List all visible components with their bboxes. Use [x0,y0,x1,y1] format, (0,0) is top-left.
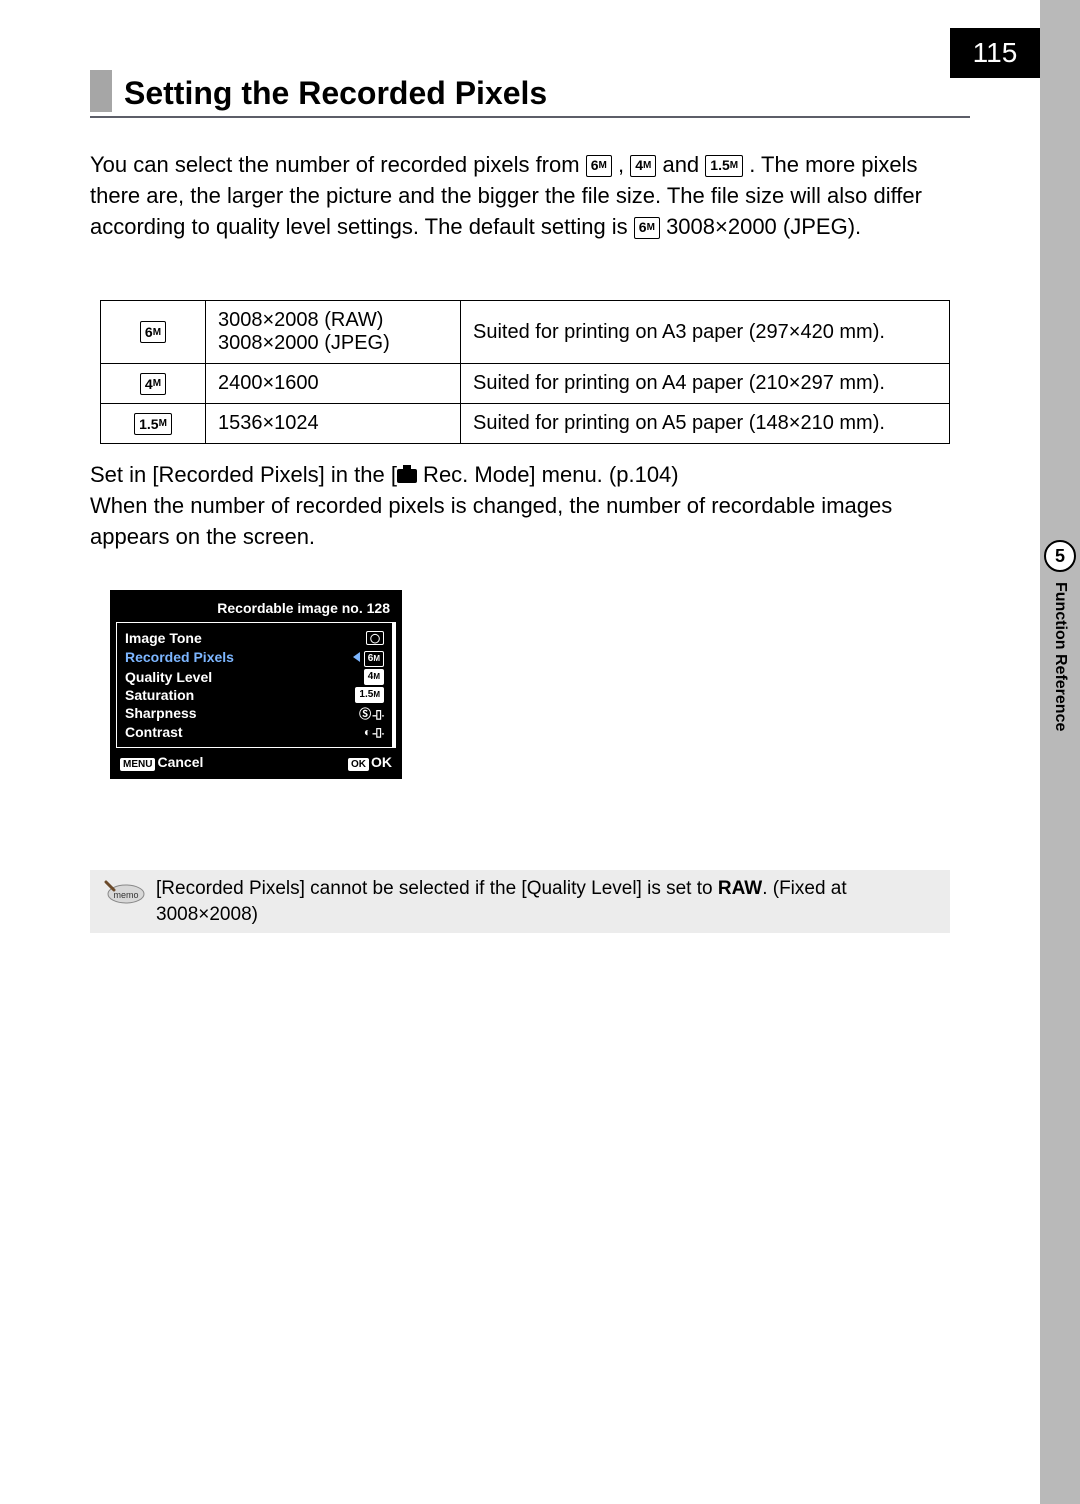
desc-cell: Suited for printing on A4 paper (210×297… [461,364,950,404]
badge-1-5m-icon: 1.5M [705,155,743,177]
section-title: Setting the Recorded Pixels [90,70,970,118]
table-row: 4M 2400×1600 Suited for printing on A4 p… [101,364,950,404]
raw-label: RAW [718,878,762,899]
left-arrow-icon [353,652,360,662]
title-accent-bar [90,70,112,112]
row-6m-icon: 6M [140,321,166,343]
lcd-row-sharpness: Sharpness Ⓢ ˗▯˖ [125,704,384,723]
lcd-row-image-tone: Image Tone ◯ [125,629,384,647]
manual-page: 115 Setting the Recorded Pixels You can … [0,0,1080,1504]
lcd-row-saturation: Saturation 1.5M [125,686,384,704]
intro-paragraph: You can select the number of recorded pi… [90,150,950,242]
desc-cell: Suited for printing on A5 paper (148×210… [461,404,950,444]
menu-button-icon: MENU [120,758,155,771]
row-4m-icon: 4M [140,373,166,395]
intro-text: You can select the number of recorded pi… [90,152,586,177]
lcd-row-contrast: Contrast ◐ ˗▯˖ [125,723,384,741]
lcd-screenshot: Recordable image no. 128 Image Tone ◯ Re… [110,590,402,779]
memo-text: [Recorded Pixels] cannot be selected if … [156,876,940,927]
lcd-4m-icon: 4M [364,669,384,685]
table-row: 1.5M 1536×1024 Suited for printing on A5… [101,404,950,444]
desc-cell: Suited for printing on A3 paper (297×420… [461,301,950,364]
instruction-paragraph: Set in [Recorded Pixels] in the [ Rec. M… [90,460,950,552]
title-text: Setting the Recorded Pixels [124,75,547,112]
chapter-number: 5 [1044,540,1076,572]
contrast-slider-icon: ◐ ˗▯˖ [364,725,384,739]
lcd-header: Recordable image no. 128 [116,596,396,622]
resolution-cell: 3008×2008 (RAW) 3008×2000 (JPEG) [206,301,461,364]
camera-icon [397,469,417,483]
pixels-table: 6M 3008×2008 (RAW) 3008×2000 (JPEG) Suit… [100,300,950,444]
svg-text:memo: memo [113,890,138,900]
tone-icon: ◯ [366,631,384,645]
lcd-1-5m-icon: 1.5M [355,687,384,703]
sharpness-slider-icon: Ⓢ ˗▯˖ [359,705,384,722]
ok-button-icon: OK [348,758,369,771]
chapter-label: Function Reference [1051,582,1069,731]
lcd-footer: MENUCancel OKOK [116,748,396,773]
lcd-body: Image Tone ◯ Recorded Pixels 6M Quality … [116,622,396,748]
lcd-row-quality-level: Quality Level 4M [125,668,384,686]
memo-icon: memo [100,876,146,911]
badge-4m-icon: 4M [630,155,656,177]
row-1-5m-icon: 1.5M [134,413,172,435]
badge-6m-icon: 6M [586,155,612,177]
resolution-cell: 1536×1024 [206,404,461,444]
table-row: 6M 3008×2008 (RAW) 3008×2000 (JPEG) Suit… [101,301,950,364]
resolution-cell: 2400×1600 [206,364,461,404]
badge-6m-default-icon: 6M [634,217,660,239]
side-tab: 5 Function Reference [1040,540,1080,731]
lcd-6m-icon: 6M [364,651,384,667]
lcd-row-recorded-pixels: Recorded Pixels 6M [125,647,384,668]
memo-note: memo [Recorded Pixels] cannot be selecte… [90,870,950,933]
